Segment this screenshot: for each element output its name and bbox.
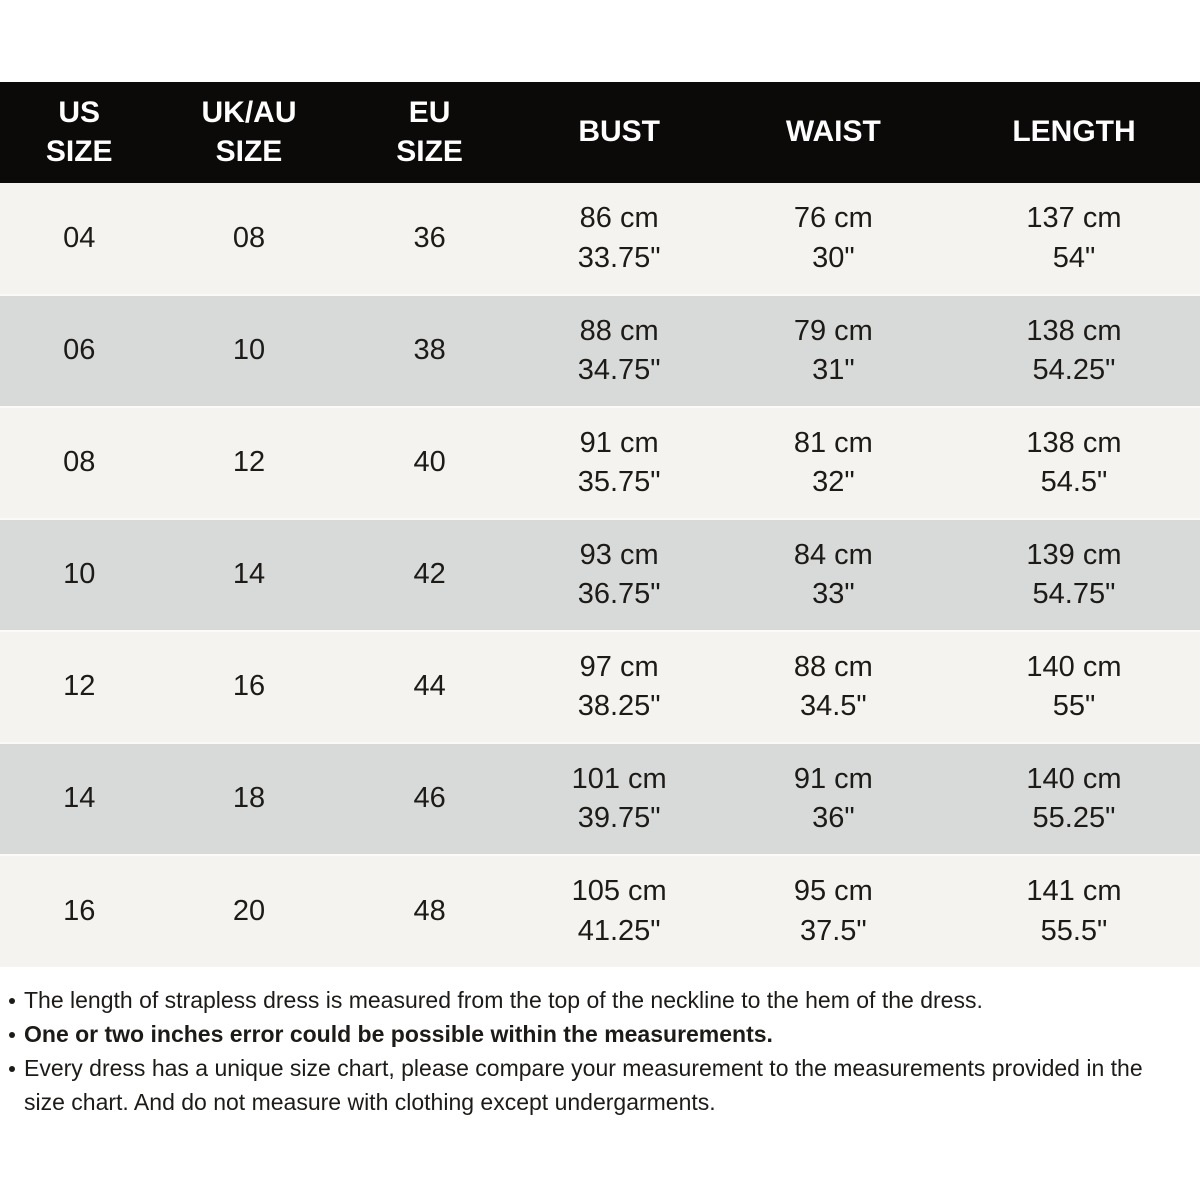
us-size-cell: 16 — [0, 855, 159, 967]
header-length: LENGTH — [947, 82, 1200, 183]
eu-size-cell: 48 — [339, 855, 520, 967]
table-row: 08 12 40 91 cm 35.75" 81 cm 32" 138 cm 5… — [0, 407, 1200, 520]
uk-au-size-cell: 18 — [158, 743, 340, 856]
header-bust: BUST — [519, 82, 719, 183]
uk-au-size-cell: 20 — [158, 855, 340, 967]
note-item: One or two inches error could be possibl… — [8, 1017, 1176, 1051]
eu-size-cell: 42 — [339, 519, 520, 632]
waist-cell: 76 cm 30" — [718, 183, 948, 296]
note-item: The length of strapless dress is measure… — [8, 983, 1176, 1017]
bullet-dot-icon — [9, 998, 15, 1004]
table-header-row: US SIZE UK/AU SIZE EU SIZE BUST WAIST LE… — [0, 82, 1200, 183]
length-cell: 141 cm 55.5" — [947, 855, 1200, 967]
length-cell: 140 cm 55" — [947, 631, 1200, 744]
note-text: One or two inches error could be possibl… — [24, 1021, 773, 1047]
header-eu-size: EU SIZE — [339, 82, 520, 183]
uk-au-size-cell: 10 — [158, 295, 340, 408]
table-row: 12 16 44 97 cm 38.25" 88 cm 34.5" 140 cm… — [0, 631, 1200, 744]
header-waist: WAIST — [718, 82, 948, 183]
uk-au-size-cell: 12 — [158, 407, 340, 520]
length-cell: 138 cm 54.25" — [947, 295, 1200, 408]
bust-cell: 86 cm 33.75" — [519, 183, 719, 296]
length-cell: 140 cm 55.25" — [947, 743, 1200, 856]
bullet-dot-icon — [9, 1032, 15, 1038]
size-chart-table: US SIZE UK/AU SIZE EU SIZE BUST WAIST LE… — [0, 82, 1200, 967]
eu-size-cell: 38 — [339, 295, 520, 408]
waist-cell: 95 cm 37.5" — [718, 855, 948, 967]
uk-au-size-cell: 14 — [158, 519, 340, 632]
bust-cell: 97 cm 38.25" — [519, 631, 719, 744]
waist-cell: 79 cm 31" — [718, 295, 948, 408]
table-row: 16 20 48 105 cm 41.25" 95 cm 37.5" 141 c… — [0, 855, 1200, 967]
eu-size-cell: 36 — [339, 183, 520, 296]
length-cell: 139 cm 54.75" — [947, 519, 1200, 632]
table-row: 14 18 46 101 cm 39.75" 91 cm 36" 140 cm … — [0, 743, 1200, 856]
us-size-cell: 08 — [0, 407, 159, 520]
us-size-cell: 06 — [0, 295, 159, 408]
uk-au-size-cell: 08 — [158, 183, 340, 296]
waist-cell: 88 cm 34.5" — [718, 631, 948, 744]
waist-cell: 84 cm 33" — [718, 519, 948, 632]
bullet-dot-icon — [9, 1066, 15, 1072]
bust-cell: 88 cm 34.75" — [519, 295, 719, 408]
waist-cell: 81 cm 32" — [718, 407, 948, 520]
eu-size-cell: 46 — [339, 743, 520, 856]
us-size-cell: 10 — [0, 519, 159, 632]
eu-size-cell: 44 — [339, 631, 520, 744]
measurement-notes: The length of strapless dress is measure… — [8, 983, 1176, 1119]
bust-cell: 93 cm 36.75" — [519, 519, 719, 632]
table-row: 04 08 36 86 cm 33.75" 76 cm 30" 137 cm 5… — [0, 183, 1200, 296]
header-uk-au-size: UK/AU SIZE — [158, 82, 340, 183]
bust-cell: 105 cm 41.25" — [519, 855, 719, 967]
table-row: 06 10 38 88 cm 34.75" 79 cm 31" 138 cm 5… — [0, 295, 1200, 408]
table-row: 10 14 42 93 cm 36.75" 84 cm 33" 139 cm 5… — [0, 519, 1200, 632]
eu-size-cell: 40 — [339, 407, 520, 520]
bust-cell: 101 cm 39.75" — [519, 743, 719, 856]
length-cell: 138 cm 54.5" — [947, 407, 1200, 520]
header-us-size: US SIZE — [0, 82, 159, 183]
length-cell: 137 cm 54" — [947, 183, 1200, 296]
note-text: Every dress has a unique size chart, ple… — [24, 1055, 1143, 1115]
note-item: Every dress has a unique size chart, ple… — [8, 1051, 1176, 1119]
waist-cell: 91 cm 36" — [718, 743, 948, 856]
note-text: The length of strapless dress is measure… — [24, 987, 983, 1013]
bust-cell: 91 cm 35.75" — [519, 407, 719, 520]
us-size-cell: 12 — [0, 631, 159, 744]
us-size-cell: 04 — [0, 183, 159, 296]
us-size-cell: 14 — [0, 743, 159, 856]
uk-au-size-cell: 16 — [158, 631, 340, 744]
